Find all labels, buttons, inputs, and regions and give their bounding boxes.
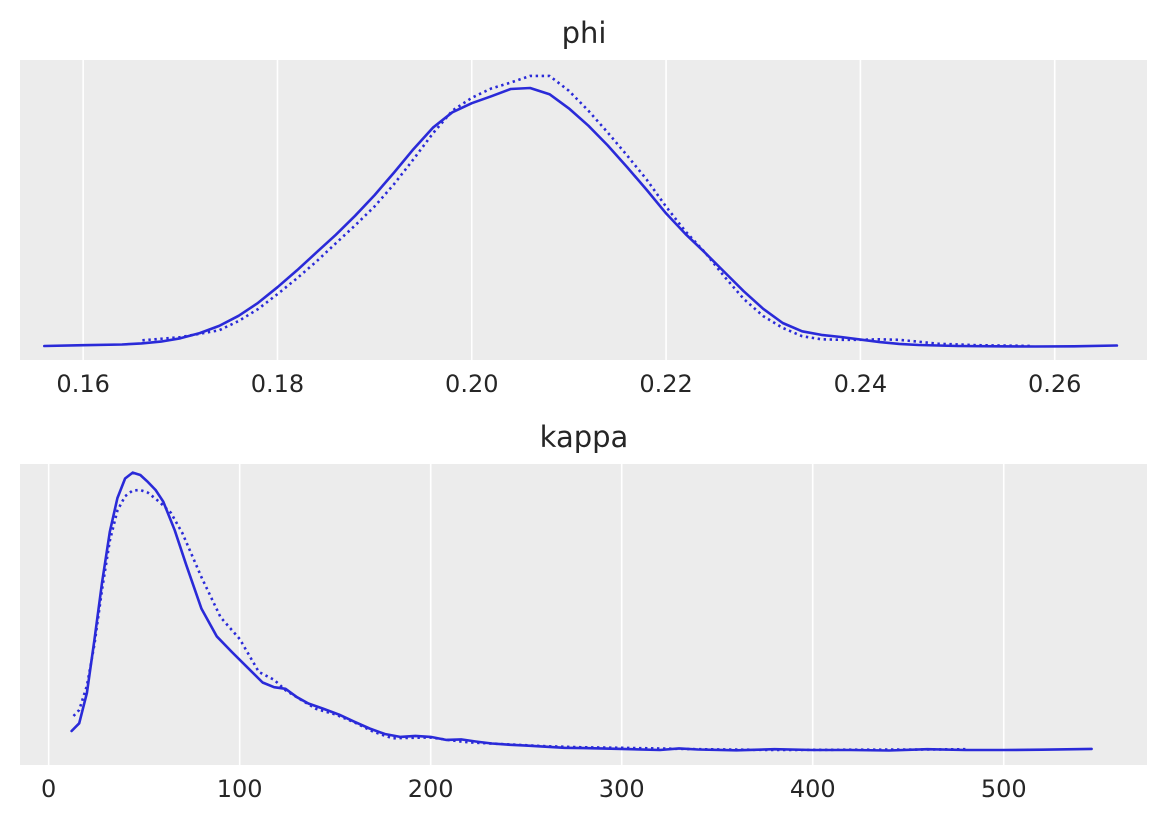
kappa-title: kappa — [540, 420, 629, 454]
phi-plot-background — [20, 60, 1147, 360]
phi-x-tick-label: 0.20 — [445, 370, 498, 398]
kappa-x-axis: 0 100 200 300 400 500 — [41, 775, 1027, 803]
phi-x-tick-label: 0.24 — [834, 370, 887, 398]
phi-gridlines — [82, 60, 1056, 360]
kappa-x-tick-label: 400 — [790, 775, 836, 803]
kappa-panel: kappa 0 100 200 300 400 500 — [20, 420, 1147, 803]
phi-x-tick-label: 0.18 — [251, 370, 304, 398]
kappa-curves — [70, 471, 1093, 752]
phi-x-tick-label: 0.22 — [639, 370, 692, 398]
kappa-gridlines — [47, 464, 1005, 765]
phi-title: phi — [562, 16, 607, 50]
kappa-plot-background — [20, 464, 1147, 765]
phi-x-tick-label: 0.16 — [56, 370, 109, 398]
phi-panel: phi 0.16 0.18 0.20 0.22 0.24 0.26 — [20, 16, 1147, 398]
kappa-dotted-density-line — [72, 488, 966, 752]
kappa-x-tick-label: 300 — [599, 775, 645, 803]
kappa-x-tick-label: 0 — [41, 775, 56, 803]
kappa-x-tick-label: 100 — [217, 775, 263, 803]
phi-curves — [43, 74, 1119, 348]
phi-dotted-density-line — [142, 74, 1031, 348]
phi-x-tick-label: 0.26 — [1028, 370, 1081, 398]
phi-x-axis: 0.16 0.18 0.20 0.22 0.24 0.26 — [56, 370, 1081, 398]
kappa-x-tick-label: 200 — [408, 775, 454, 803]
kappa-x-tick-label: 500 — [981, 775, 1027, 803]
phi-solid-density-line — [43, 86, 1119, 348]
